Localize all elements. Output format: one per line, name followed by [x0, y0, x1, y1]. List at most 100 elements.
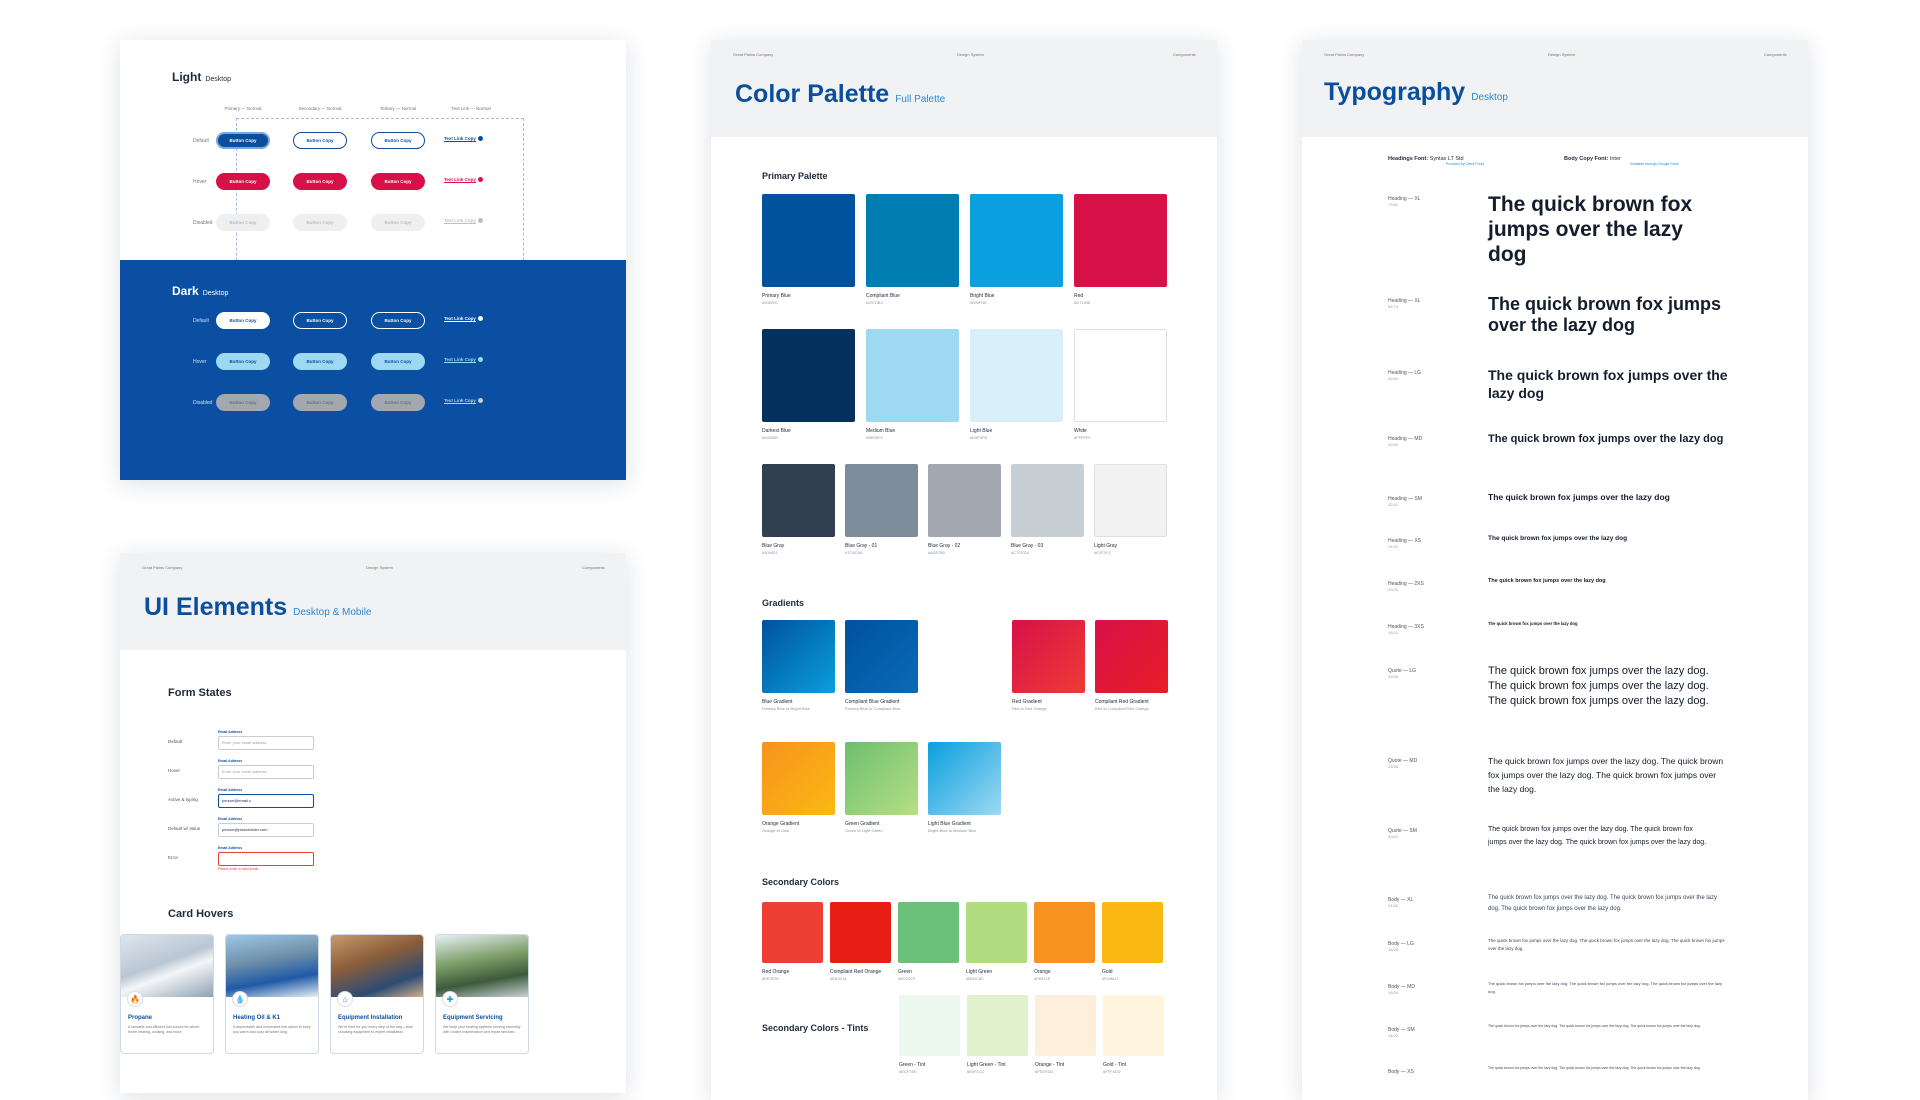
color-swatch: [866, 194, 959, 287]
swatch-hex: #04305D: [762, 435, 779, 440]
swatch-name: Light Blue: [970, 428, 993, 434]
light-mode-title: Light Desktop: [172, 70, 232, 84]
swatch-desc: Primary Blue to Compliant Blue: [845, 706, 901, 711]
button-copy[interactable]: Button Copy: [216, 312, 270, 329]
type-style-label: Body — XL 24/36: [1388, 897, 1413, 908]
swatch-hex: #00529C: [762, 300, 779, 305]
swatch-name: Compliant Red Gradient: [1095, 699, 1149, 705]
page-title: UI Elements Desktop & Mobile: [144, 593, 372, 621]
button-copy[interactable]: Button Copy: [293, 353, 347, 370]
header-design-system: Design System: [366, 565, 393, 570]
color-swatch: [866, 329, 959, 422]
email-field[interactable]: person@placeholder.com: [218, 823, 314, 837]
color-palette-panel: Great Plains Company Design System Compo…: [711, 40, 1217, 1100]
text-link[interactable]: Text Link Copy: [444, 218, 483, 223]
swatch-hex: #F2F2F2: [1094, 550, 1111, 555]
button-copy[interactable]: Button Copy: [216, 353, 270, 370]
row-label: Default: [193, 138, 209, 144]
card-description: We keep your heating systems running smo…: [443, 1025, 521, 1034]
panel-header: Great Plains Company Design System Compo…: [711, 40, 1217, 137]
color-swatch: [830, 902, 891, 963]
style-name: Body — XL: [1388, 897, 1414, 903]
button-copy[interactable]: Button Copy: [371, 312, 425, 329]
primary-palette-title: Primary Palette: [762, 171, 828, 181]
button-copy[interactable]: Button Copy: [293, 214, 347, 231]
color-swatch: [928, 742, 1001, 815]
button-copy[interactable]: Button Copy: [371, 214, 425, 231]
column-header: Primary — Normal: [224, 106, 262, 111]
color-swatch: [1074, 329, 1167, 422]
style-size: 29/38: [1388, 674, 1399, 679]
swatch-name: Compliant Blue: [866, 293, 900, 299]
style-name: Body — MD: [1388, 984, 1415, 990]
service-card[interactable]: 🔥 Propane A versatile and efficient fuel s…: [120, 934, 214, 1054]
row-label: Disabled: [193, 220, 213, 226]
style-size: 24/32: [1388, 544, 1399, 549]
type-sample: The quick brown fox jumps over the lazy …: [1488, 433, 1724, 445]
type-sample: The quick brown fox jumps over the lazy …: [1488, 756, 1724, 794]
swatch-name: Light Blue Gradient: [928, 821, 971, 827]
swatch-hex: #D71048: [1074, 300, 1091, 305]
button-copy[interactable]: Button Copy: [371, 132, 425, 149]
button-copy[interactable]: Button Copy: [293, 312, 347, 329]
type-sample: The quick brown fox jumps over the lazy …: [1488, 1066, 1701, 1070]
swatch-name: Blue Gradient: [762, 699, 793, 705]
color-swatch: [1035, 995, 1096, 1056]
header-company: Great Plains Company: [142, 565, 183, 570]
swatch-hex: #FFF4DD: [1103, 1069, 1121, 1074]
color-swatch: [1102, 902, 1163, 963]
button-copy[interactable]: Button Copy: [216, 394, 270, 411]
button-copy[interactable]: Button Copy: [216, 173, 270, 190]
text-link[interactable]: Text Link Copy: [444, 398, 483, 403]
color-swatch: [928, 464, 1001, 537]
header-company: Great Plains Company: [1324, 52, 1365, 57]
text-link[interactable]: Text Link Copy: [444, 316, 483, 321]
email-field[interactable]: [218, 852, 314, 866]
swatch-hex: #E0F1CC: [967, 1069, 985, 1074]
swatch-name: Medium Blue: [866, 428, 896, 434]
button-copy[interactable]: Button Copy: [371, 394, 425, 411]
droplet-icon: 💧: [232, 991, 248, 1007]
typography-panel: Great Plains Company Design System Compo…: [1302, 40, 1808, 1100]
button-copy[interactable]: Button Copy: [293, 173, 347, 190]
style-size: 72/80: [1388, 202, 1399, 207]
gradient-swatch: [1095, 620, 1168, 693]
type-style-label: Quote — SM 30/42: [1388, 828, 1417, 839]
swatch-hex: Bright Blue to Medium Blue: [928, 828, 977, 833]
color-swatch: [762, 194, 855, 287]
service-card[interactable]: 💧 Heating Oil & K1 A dependable and conven…: [225, 934, 319, 1054]
style-size: 30/42: [1388, 834, 1399, 839]
button-copy[interactable]: Button Copy: [371, 173, 425, 190]
type-style-label: Heading — 2XS 20/26: [1388, 581, 1424, 592]
swatch-name: Blue Gray - 01: [845, 543, 878, 549]
gradient-swatch: [1012, 620, 1085, 693]
button-copy[interactable]: Button Copy: [293, 132, 347, 149]
email-field[interactable]: person@email.c: [218, 794, 314, 808]
style-size: 42/50: [1388, 442, 1399, 447]
button-copy[interactable]: Button Copy: [216, 132, 270, 149]
button-copy[interactable]: Button Copy: [216, 214, 270, 231]
card-image: [331, 935, 423, 997]
text-link[interactable]: Text Link Copy: [444, 177, 483, 182]
form-state-label: Active & typing: [168, 797, 198, 802]
type-style-label: Heading — MD 42/50: [1388, 436, 1422, 447]
button-copy[interactable]: Button Copy: [371, 353, 425, 370]
style-size: 18/28: [1388, 947, 1399, 952]
style-size: 25/38: [1388, 764, 1399, 769]
form-states-title: Form States: [168, 687, 232, 699]
tints-title: Secondary Colors - Tints: [762, 1023, 869, 1033]
service-card[interactable]: ✚ Equipment Servicing We keep your heating…: [435, 934, 529, 1054]
type-style-label: Heading — 3XS 16/22: [1388, 624, 1424, 635]
swatch-name: Green - Tint: [899, 1062, 926, 1068]
button-copy[interactable]: Button Copy: [293, 394, 347, 411]
service-card[interactable]: ⌂ Equipment Installation We're here for yo…: [330, 934, 424, 1054]
email-field[interactable]: Enter your email address: [218, 765, 314, 779]
text-link[interactable]: Text Link Copy: [444, 357, 483, 362]
card-image: [436, 935, 528, 997]
text-link[interactable]: Text Link Copy: [444, 136, 483, 141]
email-field[interactable]: Enter your email address: [218, 736, 314, 750]
style-size: 16/26: [1388, 990, 1399, 995]
swatch-hex: #D9F0FB: [970, 435, 988, 440]
swatch-hex: Orange to Gold: [762, 828, 790, 833]
style-size: 32/42: [1388, 502, 1399, 507]
